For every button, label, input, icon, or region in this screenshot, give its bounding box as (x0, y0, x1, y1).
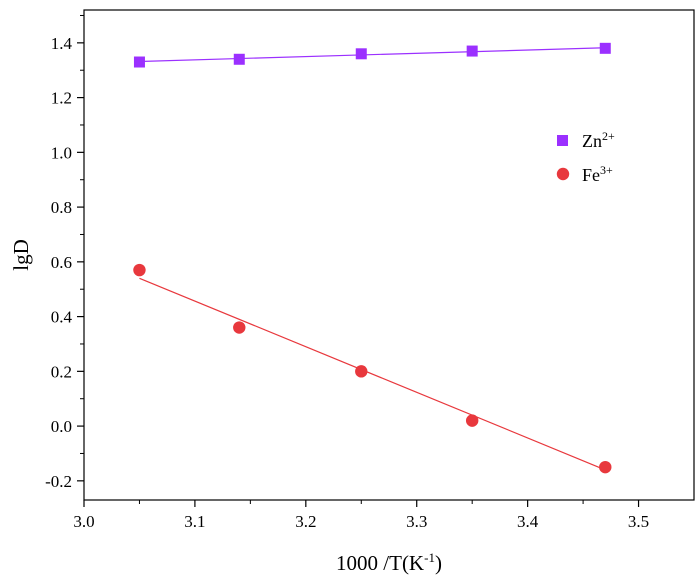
x-tick-label: 3.3 (406, 512, 427, 531)
data-points (133, 42, 612, 474)
x-tick-label: 3.0 (73, 512, 94, 531)
x-axis-ticks: 3.0 3.1 3.2 3.3 3.4 3.5 (73, 500, 649, 531)
data-point-zn (599, 42, 611, 54)
legend-label-zn-superscript: 2+ (602, 129, 615, 143)
y-tick-label: 1.4 (51, 34, 73, 53)
data-point-fe (599, 460, 612, 474)
legend: Zn2+ Fe3+ (556, 129, 615, 185)
x-tick-label: 3.5 (628, 512, 649, 531)
x-axis-title-end: ) (435, 551, 442, 575)
fit-line-zn (139, 47, 606, 63)
data-point-zn (233, 53, 245, 65)
data-point-zn (355, 48, 367, 60)
y-tick-label: 0.8 (51, 198, 72, 217)
fit-line-fe (139, 277, 606, 471)
x-tick-label: 3.2 (295, 512, 316, 531)
y-tick-label: 0.2 (51, 362, 72, 381)
legend-label-fe: Fe3+ (582, 163, 613, 185)
y-tick-label: 1.2 (51, 89, 72, 108)
y-axis-title: lgD (9, 239, 33, 271)
y-tick-label: -0.2 (45, 472, 72, 491)
x-tick-label: 3.4 (517, 512, 539, 531)
legend-marker-zn (557, 135, 568, 146)
plot-frame (83, 9, 695, 501)
x-axis-title-superscript: -1 (424, 550, 435, 565)
y-tick-label: 0.6 (51, 253, 72, 272)
data-point-fe (133, 263, 146, 277)
y-tick-label: 0.0 (51, 417, 72, 436)
data-point-zn (466, 45, 478, 57)
y-axis-ticks: -0.2 0.0 0.2 0.4 0.6 0.8 1.0 1.2 1.4 (45, 14, 84, 491)
data-point-fe (233, 321, 246, 334)
legend-label-zn: Zn2+ (582, 129, 615, 151)
legend-label-fe-superscript: 3+ (600, 163, 613, 177)
legend-marker-fe (556, 167, 570, 181)
data-point-fe (465, 414, 479, 427)
data-point-fe (355, 365, 368, 378)
y-tick-label: 0.4 (51, 308, 73, 327)
x-tick-label: 3.1 (184, 512, 205, 531)
fit-lines (139, 47, 606, 471)
y-tick-label: 1.0 (51, 143, 72, 162)
axes (83, 9, 695, 501)
x-axis-title: 1000 /T(K-1) (336, 550, 442, 575)
data-point-zn (133, 56, 145, 68)
